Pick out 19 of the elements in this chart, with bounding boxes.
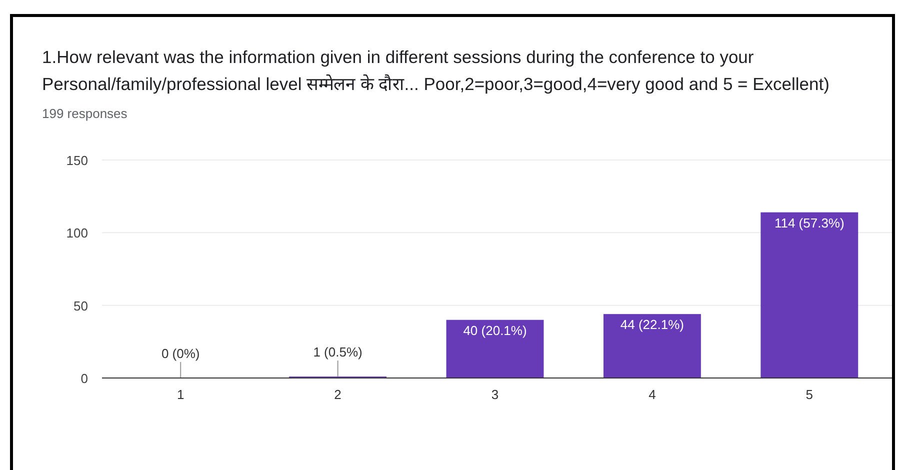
- data-label: 0 (0%): [161, 346, 200, 361]
- data-label: 40 (20.1%): [463, 322, 527, 338]
- y-tick-label: 150: [66, 153, 88, 168]
- y-tick-label: 100: [66, 226, 88, 241]
- x-tick-label: 5: [806, 387, 814, 402]
- y-tick-label: 0: [80, 371, 88, 386]
- y-tick-label: 50: [74, 298, 88, 314]
- x-tick-label: 2: [334, 387, 342, 402]
- bar: [603, 314, 701, 378]
- bar: [446, 320, 544, 378]
- chart-title: 1.How relevant was the information given in different sessions during the conference to your Personal/family/professional level सम्मेलन के दौरा... Poor,2=poor,3=good,4=very good and 5 = Excellent): [42, 46, 830, 96]
- data-label: 1 (0.5%): [313, 344, 362, 360]
- data-label: 114 (57.3%): [774, 215, 844, 230]
- x-tick-label: 4: [648, 387, 656, 402]
- data-label: 44 (22.1%): [620, 317, 684, 332]
- x-tick-label: 3: [491, 387, 499, 402]
- x-tick-label: 1: [176, 387, 184, 402]
- bar: [760, 212, 858, 378]
- chart-subtitle: 199 responses: [42, 106, 128, 121]
